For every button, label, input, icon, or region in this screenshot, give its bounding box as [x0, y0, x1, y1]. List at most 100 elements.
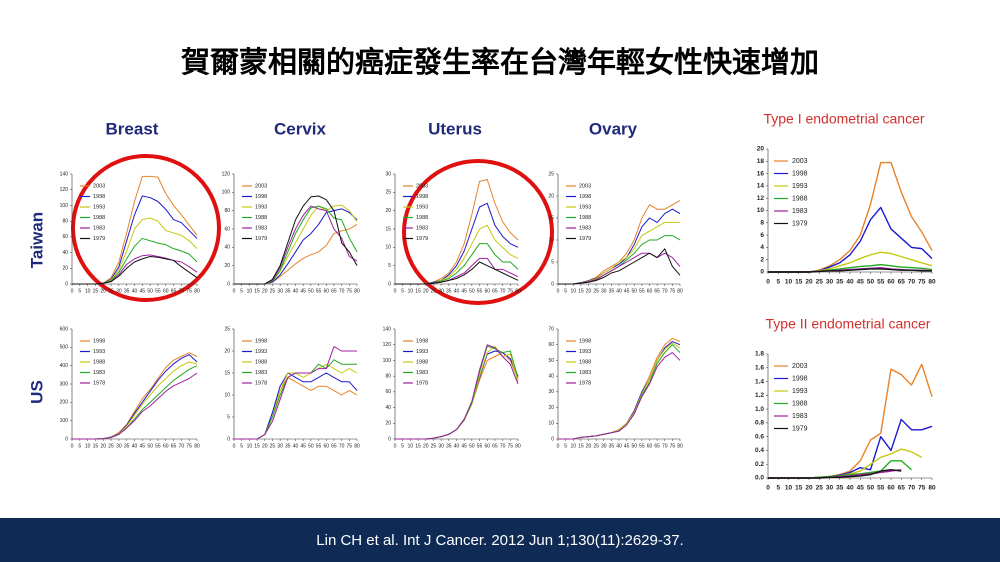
- legend-label: 2003: [255, 183, 267, 189]
- row-label: Taiwan: [27, 212, 46, 268]
- x-tick-label: 55: [477, 288, 483, 294]
- x-tick-label: 80: [677, 288, 683, 294]
- x-tick-label: 5: [78, 288, 81, 294]
- legend-label: 1978: [93, 380, 105, 386]
- y-tick-label: 400: [60, 363, 69, 369]
- x-tick-label: 80: [515, 443, 521, 449]
- legend-label: 1983: [792, 413, 808, 420]
- x-tick-label: 0: [557, 288, 560, 294]
- x-tick-label: 5: [401, 288, 404, 294]
- y-tick-label: 4: [760, 244, 764, 251]
- x-tick-label: 70: [908, 279, 916, 286]
- x-tick-label: 50: [867, 485, 875, 492]
- x-tick-label: 30: [601, 288, 607, 294]
- legend-label: 1983: [93, 370, 105, 376]
- x-tick-label: 75: [186, 443, 192, 449]
- series-line: [395, 350, 519, 440]
- legend-label: 1978: [579, 380, 591, 386]
- y-tick-label: 60: [224, 226, 230, 232]
- x-tick-label: 0: [233, 288, 236, 294]
- x-tick-label: 60: [647, 443, 653, 449]
- chart-title: Type I endometrial cancer: [763, 111, 924, 127]
- y-tick-label: 100: [60, 418, 69, 424]
- x-tick-label: 15: [254, 443, 260, 449]
- y-tick-label: 30: [548, 389, 554, 395]
- x-tick-label: 5: [564, 288, 567, 294]
- y-tick-label: 0.0: [755, 475, 764, 482]
- legend-label: 1993: [792, 183, 808, 190]
- x-tick-label: 25: [593, 443, 599, 449]
- y-tick-label: 25: [224, 326, 230, 332]
- y-tick-label: 8: [760, 220, 764, 227]
- y-tick-label: 12: [757, 195, 765, 202]
- legend-label: 1998: [579, 194, 591, 200]
- x-tick-label: 35: [836, 279, 844, 286]
- x-tick-label: 0: [766, 485, 770, 492]
- column-header: Breast: [106, 119, 159, 138]
- legend-label: 1983: [255, 370, 267, 376]
- x-tick-label: 15: [415, 288, 421, 294]
- x-tick-label: 45: [857, 485, 865, 492]
- x-tick-label: 15: [415, 443, 421, 449]
- y-tick-label: 300: [60, 381, 69, 387]
- x-tick-label: 15: [254, 288, 260, 294]
- legend-label: 1998: [416, 194, 428, 200]
- series-line: [768, 469, 902, 479]
- x-tick-label: 65: [492, 288, 498, 294]
- series-line: [768, 263, 933, 273]
- series-line: [234, 376, 358, 440]
- x-tick-label: 40: [293, 443, 299, 449]
- x-tick-label: 25: [816, 485, 824, 492]
- y-tick-label: 20: [548, 405, 554, 411]
- legend-label: 1993: [792, 388, 808, 395]
- legend-label: 1998: [416, 338, 428, 344]
- x-tick-label: 30: [277, 443, 283, 449]
- series-line: [234, 205, 358, 285]
- x-tick-label: 20: [805, 485, 813, 492]
- y-tick-label: 10: [757, 207, 765, 214]
- x-tick-label: 45: [300, 288, 306, 294]
- y-tick-label: 20: [224, 348, 230, 354]
- x-tick-label: 10: [85, 443, 91, 449]
- legend-label: 1998: [792, 170, 808, 177]
- x-tick-label: 75: [918, 485, 926, 492]
- series-line: [558, 208, 681, 285]
- x-tick-label: 20: [100, 288, 106, 294]
- x-tick-label: 25: [431, 288, 437, 294]
- x-tick-label: 50: [308, 443, 314, 449]
- series-line: [558, 352, 681, 440]
- x-tick-label: 40: [132, 443, 138, 449]
- legend-label: 1988: [792, 400, 808, 407]
- x-tick-label: 10: [408, 443, 414, 449]
- y-tick-label: 0: [388, 281, 391, 287]
- series-line: [72, 254, 198, 285]
- x-tick-label: 15: [578, 288, 584, 294]
- y-tick-label: 120: [222, 171, 231, 177]
- x-tick-label: 45: [461, 443, 467, 449]
- y-tick-label: 5: [551, 259, 554, 265]
- series-line: [558, 248, 681, 285]
- y-tick-label: 1.2: [755, 392, 764, 399]
- y-tick-label: 1.8: [755, 351, 764, 358]
- x-tick-label: 15: [795, 485, 803, 492]
- legend-label: 1988: [792, 195, 808, 202]
- x-tick-label: 60: [323, 288, 329, 294]
- x-tick-label: 35: [609, 443, 615, 449]
- y-tick-label: 0: [227, 281, 230, 287]
- x-tick-label: 60: [323, 443, 329, 449]
- legend-label: 2003: [416, 183, 428, 189]
- x-tick-label: 65: [171, 443, 177, 449]
- y-tick-label: 100: [383, 358, 392, 364]
- y-tick-label: 0: [551, 436, 554, 442]
- legend-label: 1993: [93, 349, 105, 355]
- legend-label: 1998: [579, 338, 591, 344]
- x-tick-label: 45: [624, 288, 630, 294]
- legend-label: 1983: [579, 225, 591, 231]
- x-tick-label: 75: [670, 288, 676, 294]
- x-tick-label: 40: [132, 288, 138, 294]
- x-tick-label: 35: [836, 485, 844, 492]
- x-tick-label: 30: [826, 279, 834, 286]
- y-tick-label: 0: [388, 436, 391, 442]
